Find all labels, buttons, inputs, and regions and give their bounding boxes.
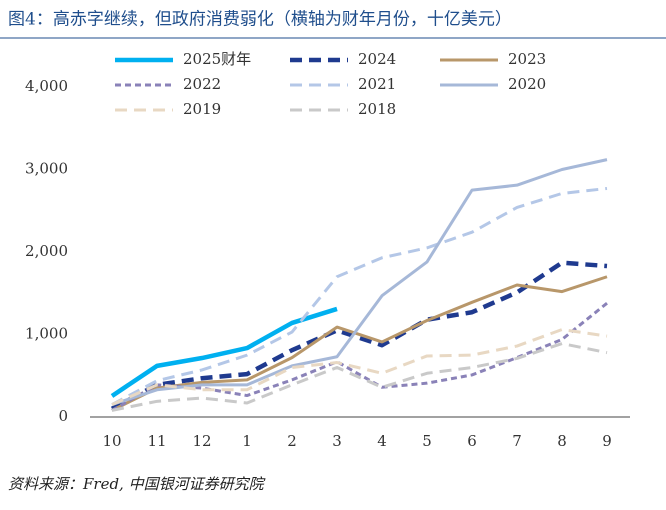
legend-label: 2019 — [183, 100, 221, 118]
series-line — [111, 301, 608, 412]
legend-label: 2022 — [183, 75, 221, 93]
chart-title: 图4：高赤字继续，但政府消费弱化（横轴为财年月份，十亿美元） — [8, 10, 512, 30]
source-note: 资料来源：Fred, 中国银河证券研究院 — [8, 475, 266, 493]
y-tick-label: 3,000 — [25, 160, 68, 178]
series-line — [111, 275, 608, 412]
series-line — [111, 158, 608, 407]
legend-label: 2025财年 — [183, 50, 251, 68]
x-tick-label: 1 — [242, 432, 252, 450]
legend-label: 2018 — [358, 100, 396, 118]
x-tick-label: 11 — [147, 432, 166, 450]
y-tick-label: 4,000 — [25, 77, 68, 95]
series-line — [110, 306, 338, 398]
y-tick-label: 0 — [58, 407, 68, 425]
x-tick-label: 3 — [332, 432, 342, 450]
x-tick-label: 12 — [192, 432, 211, 450]
x-tick-label: 9 — [602, 432, 612, 450]
x-tick-label: 8 — [557, 432, 567, 450]
series-line — [111, 186, 608, 406]
y-tick-label: 1,000 — [25, 325, 68, 343]
legend-label: 2020 — [508, 75, 546, 93]
x-tick-label: 5 — [422, 432, 432, 450]
x-tick-label: 2 — [287, 432, 297, 450]
x-tick-label: 10 — [102, 432, 121, 450]
legend-label: 2023 — [508, 50, 546, 68]
x-tick-label: 7 — [512, 432, 522, 450]
y-tick-label: 2,000 — [25, 242, 68, 260]
x-tick-label: 6 — [467, 432, 477, 450]
series-line — [111, 342, 608, 412]
legend-label: 2024 — [358, 50, 396, 68]
x-tick-label: 4 — [377, 432, 387, 450]
series-line — [111, 328, 608, 406]
legend-label: 2021 — [358, 75, 396, 93]
